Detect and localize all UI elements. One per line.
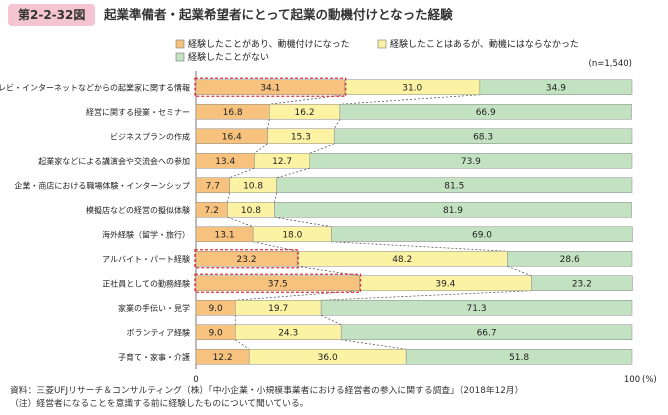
category-label: 海外経験（留学・旅行）: [102, 229, 190, 239]
connector-line: [229, 167, 255, 179]
x-tick-label: 0: [193, 375, 198, 385]
data-label: 66.9: [476, 108, 496, 118]
bar-segment: [333, 128, 633, 144]
data-label: 7.2: [205, 206, 219, 216]
category-label: 起業家などによる講演会や交流会への参加: [38, 156, 190, 166]
note-footnote: （注）経営者になることを意識する前に経験したものについて聞いている。: [10, 399, 309, 409]
figure-number-badge: 第2-2-32図: [8, 4, 96, 26]
bar-segment: [531, 275, 633, 291]
figure-header: 第2-2-32図 起業準備者・起業希望者にとって起業の動機付けとなった経験: [0, 0, 668, 30]
connector-line: [507, 265, 532, 277]
data-label: 9.0: [208, 328, 223, 338]
data-label: 68.3: [473, 132, 493, 142]
legend-swatch-1: [175, 39, 185, 49]
data-label: 18.0: [282, 230, 302, 240]
stacked-bar-chart: 経験したことがあり、動機付けになった 経験したことはあるが、動機にはならなかった経…: [0, 38, 657, 385]
category-label: 正社員としての勤務経験: [102, 278, 190, 288]
data-label: 9.0: [208, 304, 223, 314]
bar-segment: [276, 177, 633, 193]
figure-title: 起業準備者・起業希望者にとって起業の動機付けとなった経験: [104, 7, 453, 22]
category-label: 家業の手伝い・見学: [118, 303, 190, 313]
legend-swatch-2: [377, 39, 387, 49]
data-label: 23.2: [237, 255, 257, 265]
legend-label-2: 経験したことはあるが、動機にはならなかった: [390, 38, 579, 50]
data-label: 71.3: [467, 304, 487, 314]
category-label: ボランティア経験: [126, 327, 190, 337]
bar-segment: [274, 202, 632, 218]
data-label: 48.2: [392, 255, 412, 265]
data-label: 23.2: [572, 279, 592, 289]
connector-line: [339, 94, 480, 105]
data-label: 81.9: [443, 206, 463, 216]
data-label: 51.8: [509, 353, 529, 363]
category-label: ビジネスプランの作成: [110, 131, 190, 141]
data-label: 34.9: [546, 83, 566, 93]
bar-segment: [340, 324, 633, 340]
data-label: 69.0: [472, 230, 492, 240]
connector-line: [227, 192, 230, 203]
data-label: 39.4: [435, 279, 455, 289]
connector-line: [297, 265, 360, 277]
bar-segment: [479, 79, 633, 95]
legend-label-3: 経験したことがない: [188, 51, 269, 63]
connector-line: [333, 119, 341, 129]
highlight-box: [194, 77, 347, 97]
x-axis-unit: (%): [642, 375, 657, 385]
bar-segment: [331, 226, 633, 242]
data-label: 10.8: [241, 206, 261, 216]
bar-segment: [320, 300, 633, 316]
category-label: 本・テレビ・インターネットなどからの起業家に関する情報: [0, 82, 190, 92]
connector-line: [276, 167, 310, 179]
connector-line: [254, 143, 268, 154]
category-label: 企業・商店における職場体験・インターンシップ: [14, 180, 190, 190]
data-label: 12.7: [272, 157, 292, 167]
x-tick-label: 100: [624, 375, 640, 385]
data-label: 34.1: [260, 83, 280, 93]
bar-segment: [405, 349, 633, 365]
data-label: 31.0: [402, 83, 422, 93]
category-label: 模擬店などの経営の擬似体験: [86, 205, 190, 215]
data-label: 24.3: [278, 328, 298, 338]
data-label: 16.8: [223, 108, 243, 118]
data-label: 37.5: [268, 279, 288, 289]
connector-line: [227, 216, 254, 228]
category-label: 子育て・家事・介護: [118, 352, 190, 362]
bar-segment: [309, 153, 633, 169]
connector-line: [253, 241, 298, 252]
connector-line: [321, 290, 532, 301]
data-label: 73.9: [461, 157, 481, 167]
sample-size-note: (n=1,540): [589, 59, 632, 69]
legend-label-1: 経験したことがあり、動機付けになった: [188, 38, 350, 50]
data-label: 16.2: [295, 108, 315, 118]
connector-line: [309, 143, 335, 154]
connector-line: [320, 314, 342, 326]
data-label: 12.2: [213, 353, 233, 363]
data-label: 16.4: [222, 132, 242, 142]
connector-line: [274, 192, 278, 203]
data-label: 81.5: [444, 181, 464, 191]
highlight-box: [194, 249, 299, 269]
data-label: 13.1: [215, 230, 235, 240]
connector-line: [274, 216, 332, 228]
connector-line: [235, 339, 250, 350]
connector-line: [341, 339, 407, 350]
data-label: 28.6: [560, 255, 580, 265]
data-label: 10.8: [243, 181, 263, 191]
data-label: 13.4: [215, 157, 235, 167]
highlight-box: [194, 273, 362, 293]
category-label: 経営に関する授業・セミナー: [86, 107, 190, 117]
data-label: 36.0: [318, 353, 338, 363]
bar-segment: [507, 251, 633, 267]
legend-swatch-3: [175, 52, 185, 62]
source-footnote: 資料：三菱UFJリサーチ＆コンサルティング（株）「中小企業・小規模事業者における…: [10, 386, 524, 396]
connector-line: [331, 241, 508, 252]
data-label: 7.7: [206, 181, 220, 191]
data-label: 19.7: [268, 304, 288, 314]
bar-segment: [339, 104, 632, 120]
data-label: 66.7: [477, 328, 497, 338]
data-label: 15.3: [291, 132, 311, 142]
category-label: アルバイト・パート経験: [102, 254, 190, 264]
connector-line: [267, 119, 270, 129]
